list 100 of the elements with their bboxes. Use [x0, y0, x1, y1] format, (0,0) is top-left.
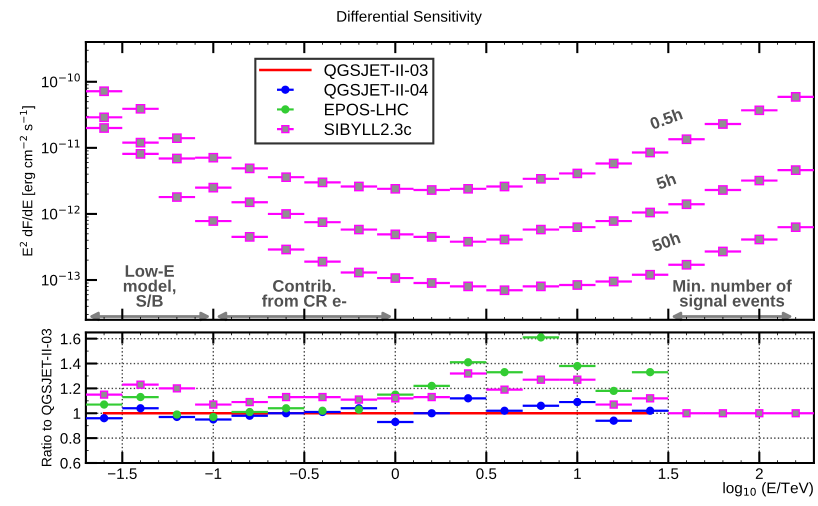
point [318, 392, 327, 402]
x-tick-label: 0 [392, 468, 399, 480]
point [318, 217, 328, 228]
point [391, 394, 400, 403]
point [282, 392, 290, 402]
point [645, 208, 655, 218]
point [500, 385, 509, 394]
chart-title: Differential Sensitivity [337, 10, 482, 25]
point [172, 154, 182, 164]
point [608, 216, 619, 226]
point [790, 92, 801, 102]
x-tick-label: −0.5 [290, 468, 319, 480]
point [208, 216, 218, 226]
point [354, 182, 364, 192]
annotation: Low-E model, S/B [124, 265, 176, 307]
point [573, 398, 582, 406]
point [428, 392, 436, 402]
point [682, 260, 692, 270]
point [572, 222, 582, 232]
y-tick-label: 1.2 [60, 383, 80, 394]
point [500, 368, 509, 376]
point [100, 390, 108, 399]
y-tick-label: 10$^{−10}$ [42, 73, 80, 88]
point [136, 138, 146, 148]
x-tick-label: 2 [756, 468, 763, 479]
x-tick-label: 0.5 [476, 468, 496, 480]
point [536, 376, 546, 384]
point [100, 414, 108, 422]
x-tick-label: −1 [205, 468, 222, 479]
point [426, 185, 437, 195]
point [391, 418, 400, 426]
y-tick-label: 1 [74, 408, 80, 419]
point [136, 392, 145, 402]
point [208, 152, 218, 163]
point [136, 380, 145, 389]
point [500, 285, 510, 296]
point [318, 178, 328, 188]
point [172, 410, 182, 419]
point [172, 133, 182, 144]
annotation: 5h [655, 172, 676, 190]
y-tick-label: 10$^{−11}$ [42, 140, 80, 154]
point [718, 409, 728, 418]
point [536, 224, 546, 234]
point [755, 409, 764, 418]
annotation: 0.5h [649, 107, 684, 130]
point [790, 165, 801, 175]
point [136, 149, 146, 159]
point [354, 395, 364, 404]
point [536, 282, 546, 292]
point [500, 234, 510, 244]
point [246, 398, 254, 406]
point [610, 416, 618, 425]
x-tick-label: 1 [574, 468, 581, 479]
point [99, 86, 109, 96]
point [572, 280, 582, 290]
point [209, 400, 218, 409]
point [354, 268, 364, 278]
point [646, 394, 654, 403]
point [244, 163, 255, 174]
point [646, 406, 654, 415]
point [318, 256, 328, 266]
point [464, 394, 472, 403]
point [500, 182, 510, 192]
legend-label: EPOS-LHC [325, 104, 408, 116]
annotation: Contrib. from CR e- [262, 280, 346, 307]
point [573, 362, 582, 370]
point [682, 199, 692, 210]
point [645, 270, 655, 280]
point [244, 232, 255, 242]
point [718, 185, 728, 195]
x-tick-label: −1.5 [108, 468, 137, 480]
legend-label: QGSJET-II-03 [324, 64, 428, 80]
y-tick-label: 0.8 [60, 432, 80, 444]
legend-label: SIBYLL2.3c [324, 123, 412, 136]
y-tick-label: 0.6 [60, 458, 80, 469]
point [463, 236, 473, 247]
point [682, 409, 691, 418]
point [754, 234, 764, 244]
point [136, 404, 145, 412]
point [463, 282, 473, 292]
point [246, 408, 254, 416]
y-axis-title: E$^{2}$ dF/dE [erg cm$^{−2}$ s$^{−1}$] [20, 106, 36, 256]
point [645, 148, 655, 158]
point [790, 222, 801, 232]
point [100, 400, 108, 409]
y-tick-label: 10$^{−13}$ [42, 272, 80, 286]
point [464, 358, 472, 366]
point [792, 409, 800, 418]
point [754, 105, 764, 116]
x-tick-label: 1.5 [658, 468, 678, 480]
point [208, 182, 218, 192]
annotation: 50h [651, 231, 681, 252]
y-tick-label: 1.6 [60, 334, 80, 344]
point [718, 119, 728, 129]
point [354, 224, 364, 234]
point [390, 184, 400, 194]
x-axis-title: log$_{10}$ (E/TeV) [723, 482, 813, 496]
point [536, 402, 546, 410]
point [464, 369, 472, 378]
y-tick-label: 10$^{−12}$ [42, 206, 80, 220]
